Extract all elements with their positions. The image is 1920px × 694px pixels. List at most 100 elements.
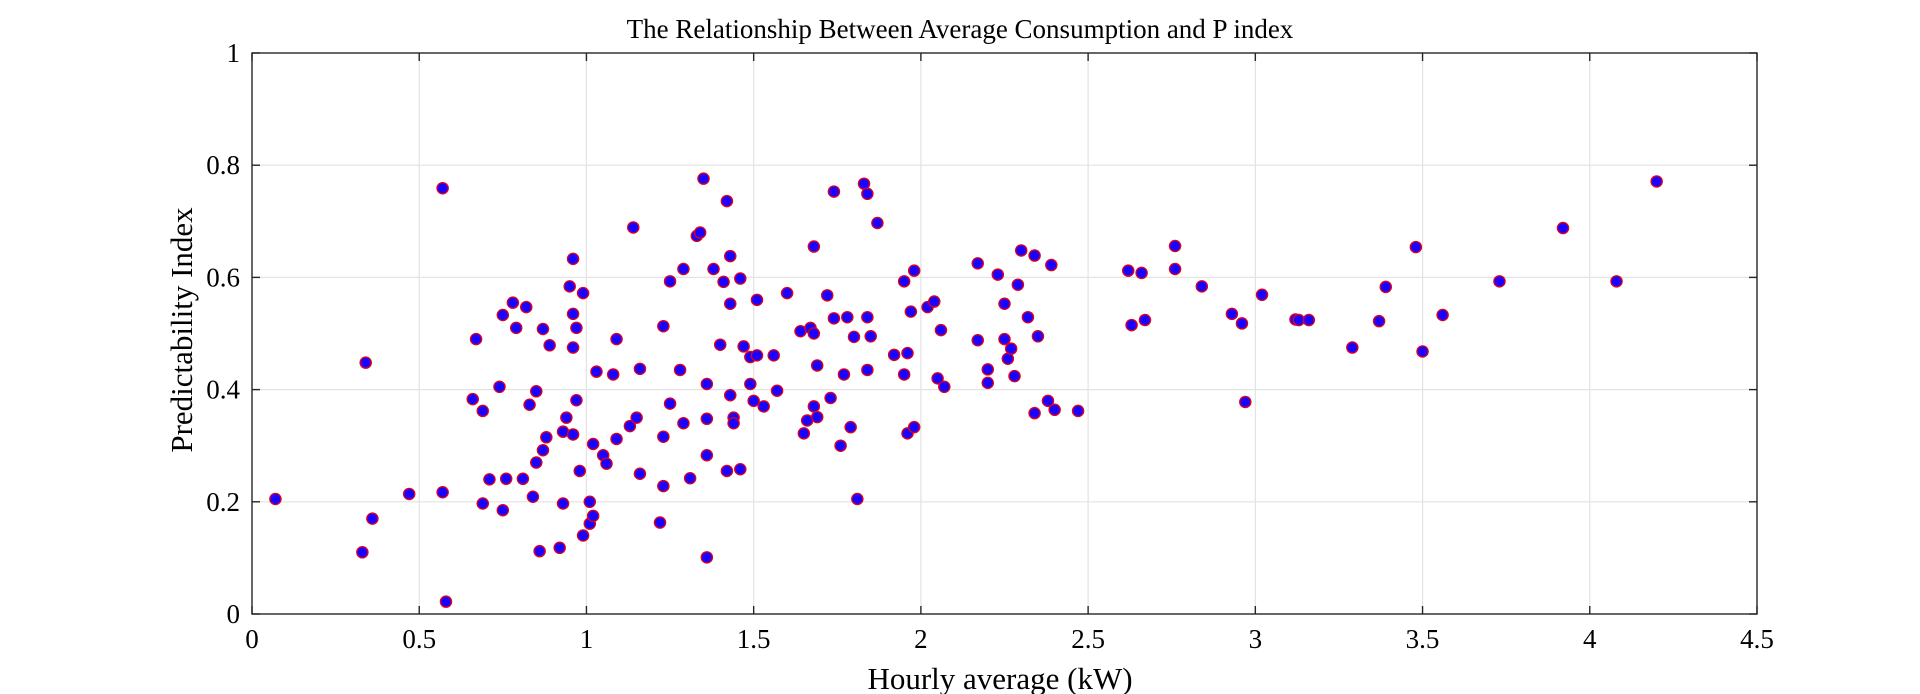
data-point [757, 400, 770, 413]
data-point [610, 332, 623, 346]
data-point [610, 432, 623, 446]
data-point [734, 272, 747, 285]
data-point [904, 305, 918, 318]
data-point [1168, 262, 1182, 276]
data-point [1556, 221, 1570, 235]
data-point [837, 368, 851, 381]
data-point [1014, 244, 1028, 257]
data-point [861, 187, 874, 201]
data-point [810, 410, 824, 424]
x-tick-label: 4 [1583, 624, 1597, 654]
data-point [566, 428, 580, 441]
data-point [864, 330, 877, 343]
data-point [697, 172, 710, 185]
data-point [834, 439, 847, 452]
data-point [633, 362, 647, 376]
data-point [269, 492, 282, 506]
data-point [1008, 369, 1021, 383]
data-point [1302, 313, 1316, 327]
data-point [356, 546, 369, 559]
data-point [402, 487, 416, 501]
data-point [901, 346, 914, 360]
data-point [1235, 317, 1249, 330]
data-point [971, 333, 984, 347]
data-point [1195, 280, 1209, 293]
data-point [824, 391, 837, 405]
x-tick-label: 1 [580, 624, 594, 654]
data-point [1028, 406, 1041, 420]
x-tick-label: 3.5 [1406, 624, 1440, 654]
data-point [1011, 278, 1025, 291]
data-point [573, 464, 587, 478]
data-point [563, 280, 576, 293]
data-point [536, 443, 550, 457]
data-point [1135, 266, 1148, 280]
data-point [750, 293, 764, 307]
data-point [566, 341, 580, 354]
y-tick-label: 1 [227, 38, 241, 68]
x-axis-label: Hourly average (kW) [867, 661, 1132, 694]
data-point [1125, 318, 1138, 332]
x-tick-label: 2.5 [1071, 624, 1105, 654]
data-point [998, 297, 1011, 311]
data-point [677, 262, 690, 276]
data-point [439, 595, 453, 608]
data-point [1021, 310, 1035, 324]
data-point [543, 339, 556, 352]
data-point [493, 380, 506, 394]
data-point [744, 377, 757, 391]
data-point [720, 464, 734, 478]
x-tick-label: 0 [245, 624, 259, 654]
chart-title: The Relationship Between Average Consump… [627, 14, 1294, 44]
data-point [570, 321, 583, 335]
data-point [720, 194, 734, 208]
data-point [887, 348, 901, 362]
data-point [566, 252, 580, 266]
y-tick-label: 0.4 [206, 375, 240, 405]
x-tick-label: 4.5 [1740, 624, 1774, 654]
data-point [566, 307, 580, 321]
data-point [897, 275, 911, 288]
text-layer: The Relationship Between Average Consump… [164, 14, 1774, 694]
data-point [707, 262, 720, 276]
data-point [576, 529, 590, 542]
data-point [700, 377, 714, 391]
data-point [1255, 288, 1269, 302]
y-tick-label: 0.2 [206, 487, 240, 517]
data-point [556, 497, 570, 510]
data-point [998, 332, 1011, 346]
data-point [663, 397, 677, 410]
data-point [553, 541, 566, 555]
data-point [847, 330, 861, 344]
data-point [673, 363, 687, 377]
axes-layer [251, 52, 1758, 615]
data-point [981, 363, 995, 376]
data-point [1168, 239, 1182, 253]
data-point [623, 419, 637, 433]
data-point [734, 463, 747, 476]
data-point [576, 286, 590, 300]
data-point [653, 516, 667, 529]
data-point [663, 275, 677, 288]
data-point [526, 490, 540, 504]
data-point [530, 385, 543, 398]
data-point [359, 356, 372, 369]
data-point [1416, 345, 1429, 358]
data-point [1372, 314, 1386, 328]
data-point [677, 417, 690, 430]
data-point [1650, 175, 1663, 188]
data-point [851, 492, 864, 506]
data-point [991, 268, 1005, 281]
data-point [1121, 264, 1135, 277]
data-point [606, 368, 620, 381]
data-point [583, 495, 597, 509]
data-point [871, 216, 884, 230]
data-point [807, 327, 821, 340]
data-point [1409, 240, 1423, 254]
y-tick-label: 0.8 [206, 150, 240, 180]
data-point [1048, 403, 1061, 417]
data-point [750, 349, 764, 362]
data-point [657, 319, 670, 333]
